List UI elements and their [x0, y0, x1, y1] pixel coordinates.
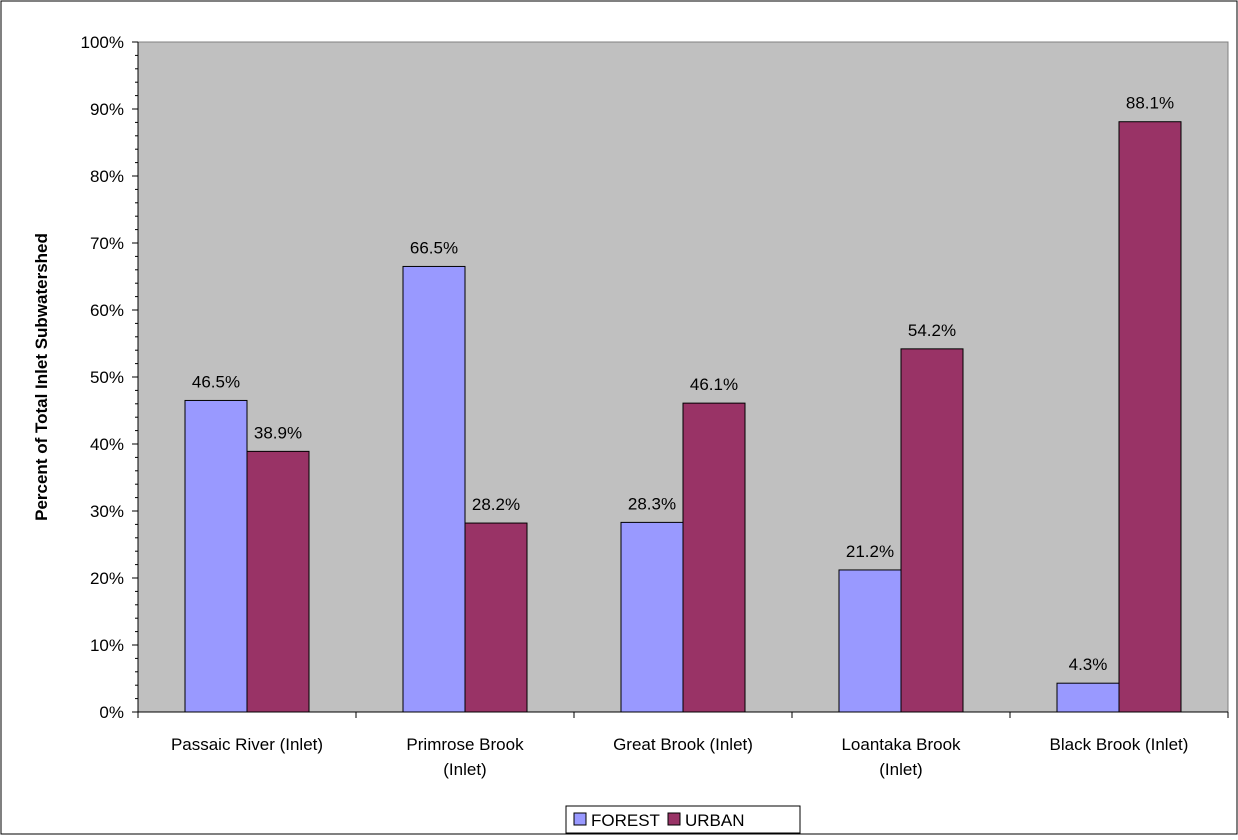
y-tick-label: 50% — [90, 368, 124, 387]
x-tick-label: Loantaka Brook (Inlet) — [841, 735, 961, 779]
y-tick-label: 70% — [90, 234, 124, 253]
legend-swatch-forest — [573, 812, 587, 826]
bar-urban — [1118, 121, 1182, 713]
bar-urban — [682, 402, 746, 713]
x-tick-label-line: Great Brook (Inlet) — [613, 735, 753, 754]
y-tick-label: 40% — [90, 435, 124, 454]
y-axis: 0% 10% 20% 30% 40% 50% 60% 70% 80% 90% 100% Percent… — [32, 33, 139, 722]
x-tick-label-line: Primrose Brook — [406, 735, 524, 754]
bar-forest — [1056, 682, 1120, 713]
x-tick-label-line: Black Brook (Inlet) — [1050, 735, 1189, 754]
x-tick-label: Black Brook (Inlet) — [1050, 735, 1189, 754]
y-tick-label: 100% — [81, 33, 124, 52]
data-label-forest: 28.3% — [628, 494, 676, 513]
x-axis: Passaic River (Inlet) Primrose Brook (Inle… — [137, 711, 1229, 779]
x-tick-label: Great Brook (Inlet) — [613, 735, 753, 754]
data-label-urban: 38.9% — [254, 423, 302, 442]
y-axis-title: Percent of Total Inlet Subwatershed — [32, 233, 51, 521]
data-labels: 46.5% 66.5% 28.3% 21.2% 4.3% 38.9% 28.2% 46.1% 5… — [192, 94, 1174, 674]
data-label-urban: 88.1% — [1126, 94, 1174, 113]
bar-urban — [464, 522, 528, 713]
legend-swatch-urban — [667, 812, 681, 826]
bar-forest — [620, 521, 684, 713]
legend-label-urban: URBAN — [685, 811, 745, 830]
x-tick-label-line: (Inlet) — [879, 760, 922, 779]
legend: FOREST URBAN — [565, 805, 801, 834]
x-tick-label-line: Passaic River (Inlet) — [171, 735, 323, 754]
x-tick-label: Primrose Brook (Inlet) — [406, 735, 524, 779]
x-tick-label-line: Loantaka Brook — [841, 735, 961, 754]
data-label-forest: 4.3% — [1069, 655, 1108, 674]
y-tick-label: 60% — [90, 301, 124, 320]
bar-forest — [838, 569, 902, 713]
bar-forest — [184, 399, 248, 713]
data-label-forest: 66.5% — [410, 238, 458, 257]
y-tick-label: 90% — [90, 100, 124, 119]
bar-urban — [900, 348, 964, 713]
data-label-urban: 28.2% — [472, 495, 520, 514]
data-label-forest: 21.2% — [846, 542, 894, 561]
bars — [184, 121, 1182, 713]
y-tick-label: 10% — [90, 636, 124, 655]
x-tick-label: Passaic River (Inlet) — [171, 735, 323, 754]
legend-label-forest: FOREST — [591, 811, 660, 830]
y-tick-label: 20% — [90, 569, 124, 588]
bar-forest — [402, 265, 466, 713]
data-label-urban: 46.1% — [690, 375, 738, 394]
data-label-forest: 46.5% — [192, 372, 240, 391]
y-tick-label: 30% — [90, 502, 124, 521]
bar-urban — [246, 450, 310, 713]
x-tick-label-line: (Inlet) — [443, 760, 486, 779]
y-tick-label: 0% — [99, 703, 124, 722]
legend-box — [565, 805, 801, 834]
data-label-urban: 54.2% — [908, 321, 956, 340]
y-tick-label: 80% — [90, 167, 124, 186]
